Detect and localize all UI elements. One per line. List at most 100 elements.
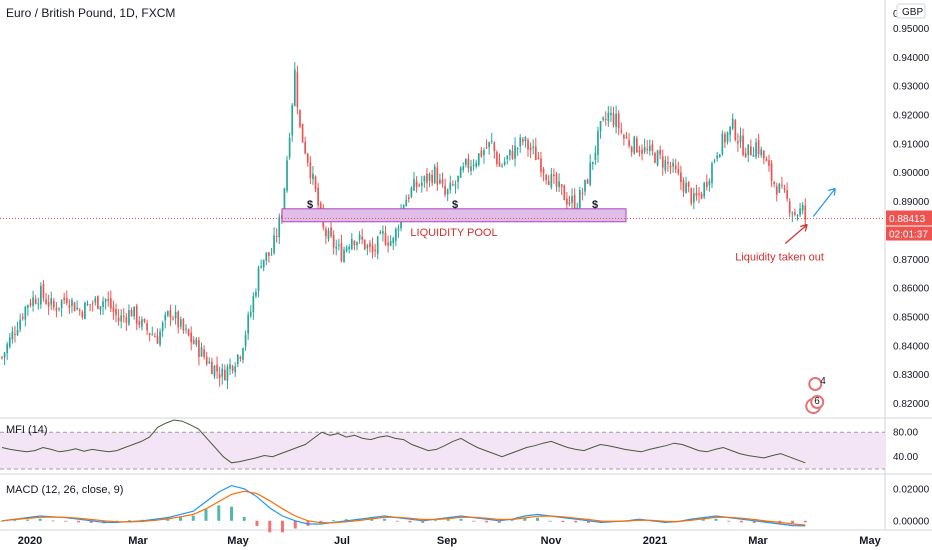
- candle-body: [620, 130, 623, 133]
- candle-body: [262, 259, 265, 268]
- candle-body: [739, 135, 742, 143]
- candle-body: [268, 252, 270, 256]
- candle-body: [641, 149, 643, 154]
- candle-body: [734, 120, 737, 140]
- candle-body: [757, 139, 760, 155]
- candle-body: [775, 186, 778, 195]
- candle-body: [107, 299, 110, 301]
- macd-histogram-bar: [434, 520, 438, 522]
- candle-body: [234, 366, 237, 373]
- candle-body: [664, 160, 667, 171]
- candle-body: [635, 138, 638, 153]
- candle-body: [179, 319, 182, 327]
- candle-body: [628, 140, 630, 146]
- candle-body: [721, 133, 724, 155]
- candle-body: [358, 234, 361, 240]
- candle-body: [169, 309, 172, 318]
- macd-histogram-bar: [510, 520, 514, 522]
- candle-body: [646, 148, 649, 150]
- macd-histogram-bar: [740, 520, 744, 523]
- candle-body: [485, 147, 488, 149]
- countdown-badge: [886, 226, 932, 241]
- candle-body: [669, 165, 672, 168]
- candle-body: [273, 235, 275, 254]
- macd-histogram-bar: [26, 519, 30, 521]
- candle-body: [21, 316, 24, 319]
- candle-body: [174, 312, 177, 319]
- macd-histogram-bar: [217, 505, 221, 521]
- macd-histogram-bar: [306, 520, 310, 526]
- macd-histogram-bar: [752, 520, 756, 523]
- candle-body: [159, 331, 161, 345]
- candle-body: [449, 182, 452, 190]
- candle-body: [19, 319, 21, 330]
- candle-body: [542, 168, 545, 174]
- x-tick-label: Nov: [541, 535, 563, 547]
- macd-histogram-bar: [268, 520, 272, 533]
- candle-body: [680, 172, 682, 183]
- candle-body: [97, 296, 99, 309]
- candle-body: [325, 228, 327, 237]
- y-tick-label: 0.92000: [893, 111, 930, 122]
- candle-body: [350, 238, 353, 249]
- candle-body: [317, 187, 319, 206]
- candle-body: [81, 312, 84, 318]
- candle-body: [630, 146, 633, 153]
- candle-body: [457, 175, 459, 182]
- candle-body: [14, 333, 16, 335]
- macd-histogram-bar: [421, 520, 425, 523]
- candle-body: [480, 150, 483, 157]
- macd-histogram-bar: [51, 520, 55, 522]
- candle-body: [120, 315, 123, 322]
- macd-histogram-bar: [166, 518, 170, 521]
- candle-body: [247, 314, 250, 334]
- macd-histogram-bar: [587, 520, 591, 523]
- candle-body: [304, 142, 307, 154]
- candle-body: [94, 298, 97, 303]
- candle-body: [236, 354, 239, 364]
- macd-histogram-bar: [548, 520, 552, 522]
- countdown-label: 02:01:37: [889, 230, 928, 241]
- candle-body: [490, 140, 493, 142]
- candle-body: [687, 181, 690, 187]
- macd-histogram-bar: [701, 518, 705, 521]
- candle-body: [348, 246, 351, 250]
- candle-body: [50, 298, 53, 305]
- candle-body: [796, 215, 799, 217]
- candle-body: [239, 356, 242, 359]
- macd-histogram-bar: [408, 520, 412, 523]
- candle-body: [674, 165, 677, 170]
- candle-body: [786, 190, 788, 199]
- candle-body: [260, 266, 262, 268]
- candle-body: [91, 303, 94, 305]
- candle-body: [524, 137, 527, 142]
- candle-body: [656, 150, 659, 165]
- candle-body: [467, 158, 470, 169]
- candle-body: [672, 162, 674, 167]
- candle-body: [459, 167, 462, 178]
- candle-body: [122, 315, 125, 317]
- candle-body: [534, 146, 537, 161]
- macd-histogram-bar: [446, 519, 450, 521]
- candle-body: [550, 173, 553, 188]
- candle-body: [651, 144, 654, 151]
- macd-histogram-bar: [242, 516, 246, 521]
- event-badge: [810, 395, 825, 409]
- candle-body: [65, 298, 68, 304]
- candle-body: [283, 188, 286, 219]
- candle-body: [713, 160, 716, 162]
- candle-body: [343, 249, 345, 262]
- macd-y-tick: 0.00000: [893, 516, 930, 527]
- candle-body: [125, 317, 128, 323]
- candle-body: [361, 236, 364, 240]
- candle-body: [392, 237, 395, 243]
- candle-body: [288, 138, 291, 158]
- candle-body: [752, 154, 755, 157]
- candle-body: [338, 244, 340, 246]
- candle-body: [418, 184, 421, 186]
- mfi-y-tick: 80.00: [893, 428, 918, 439]
- projection-arrow-head: [828, 187, 836, 196]
- candle-body: [578, 190, 581, 208]
- candle-body: [625, 137, 628, 139]
